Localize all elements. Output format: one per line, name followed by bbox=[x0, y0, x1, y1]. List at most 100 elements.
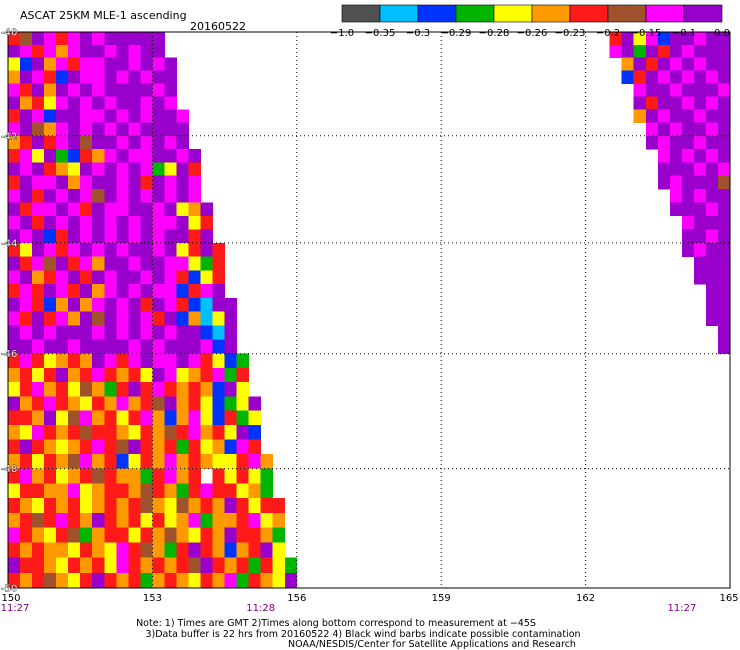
x-tick-label: 156 bbox=[287, 593, 306, 604]
heatmap-cell bbox=[32, 242, 45, 257]
heatmap-cell bbox=[272, 497, 286, 514]
heatmap-cell bbox=[200, 270, 213, 285]
heatmap-cell bbox=[128, 382, 141, 397]
heatmap-cell bbox=[200, 256, 213, 271]
heatmap-cell bbox=[20, 270, 33, 285]
time-label: 11:27 bbox=[1, 603, 30, 614]
colorbar-label: −0.1 bbox=[672, 28, 696, 39]
heatmap-cell bbox=[92, 339, 105, 355]
heatmap-cell bbox=[705, 202, 719, 217]
heatmap-cell bbox=[260, 557, 274, 574]
heatmap-cell bbox=[693, 229, 707, 244]
heatmap-cell bbox=[8, 175, 21, 190]
heatmap-cell bbox=[693, 202, 707, 217]
heatmap-cell bbox=[176, 512, 189, 529]
heatmap-cell bbox=[44, 468, 57, 484]
heatmap-cell bbox=[693, 270, 707, 285]
heatmap-cell bbox=[56, 396, 69, 412]
heatmap-cell bbox=[176, 396, 189, 412]
heatmap-cell bbox=[128, 83, 141, 97]
heatmap-cell bbox=[248, 483, 262, 499]
heatmap-cell bbox=[80, 57, 93, 71]
heatmap-cell bbox=[152, 32, 165, 46]
heatmap-cell bbox=[212, 396, 225, 412]
heatmap-cell bbox=[152, 557, 165, 574]
heatmap-cell bbox=[693, 175, 707, 190]
heatmap-cell bbox=[669, 162, 683, 176]
heatmap-cell bbox=[224, 353, 238, 369]
heatmap-cell bbox=[705, 44, 719, 59]
colorbar-segment bbox=[417, 4, 457, 23]
heatmap-cell bbox=[128, 284, 141, 299]
heatmap-cell bbox=[8, 215, 21, 230]
heatmap-cell bbox=[224, 468, 238, 484]
heatmap-cell bbox=[272, 527, 286, 544]
heatmap-cell bbox=[200, 425, 213, 440]
heatmap-cell bbox=[20, 439, 33, 455]
heatmap-cell bbox=[68, 32, 81, 46]
heatmap-cell bbox=[68, 396, 81, 412]
heatmap-cell bbox=[140, 284, 153, 299]
heatmap-cell bbox=[657, 57, 671, 71]
heatmap-cell bbox=[248, 527, 262, 544]
heatmap-cell bbox=[681, 83, 695, 97]
heatmap-cell bbox=[32, 497, 45, 514]
heatmap-cell bbox=[44, 44, 57, 59]
heatmap-cell bbox=[92, 367, 105, 383]
heatmap-cell bbox=[128, 425, 141, 440]
heatmap-cell bbox=[681, 135, 695, 150]
heatmap-cell bbox=[681, 162, 695, 176]
heatmap-cell bbox=[224, 297, 238, 313]
heatmap-cell bbox=[116, 339, 129, 355]
heatmap-cell bbox=[236, 353, 250, 369]
heatmap-cell bbox=[80, 410, 93, 426]
heatmap-cell bbox=[80, 229, 93, 244]
heatmap-cell bbox=[116, 188, 129, 203]
heatmap-cell bbox=[92, 468, 105, 484]
note-line: Note: 1) Times are GMT 2)Times along bot… bbox=[136, 618, 536, 629]
heatmap-cell bbox=[44, 149, 57, 163]
heatmap-cell bbox=[20, 175, 33, 190]
heatmap-cell bbox=[717, 242, 730, 257]
heatmap-cell bbox=[56, 270, 69, 285]
heatmap-cell bbox=[248, 468, 262, 484]
heatmap-cell bbox=[645, 96, 659, 110]
heatmap-cell bbox=[68, 83, 81, 97]
heatmap-cell bbox=[164, 311, 177, 327]
colorbar-segment bbox=[683, 4, 723, 23]
heatmap-cell bbox=[8, 410, 21, 426]
heatmap-cell bbox=[717, 57, 730, 71]
heatmap-cell bbox=[176, 229, 189, 244]
heatmap-cell bbox=[236, 382, 250, 397]
heatmap-cell bbox=[272, 572, 286, 588]
heatmap-cell bbox=[693, 122, 707, 137]
heatmap-cell bbox=[633, 83, 647, 97]
heatmap-cell bbox=[8, 311, 21, 327]
heatmap-cell bbox=[705, 229, 719, 244]
heatmap-cell bbox=[8, 542, 21, 559]
heatmap-cell bbox=[140, 512, 153, 529]
heatmap-cell bbox=[657, 70, 671, 84]
heatmap-cell bbox=[200, 297, 213, 313]
heatmap-cell bbox=[152, 339, 165, 355]
heatmap-cell bbox=[152, 382, 165, 397]
heatmap-cell bbox=[681, 188, 695, 203]
heatmap-cell bbox=[68, 410, 81, 426]
heatmap-cell bbox=[152, 229, 165, 244]
heatmap-cell bbox=[236, 527, 250, 544]
heatmap-cell bbox=[116, 468, 129, 484]
heatmap-cell bbox=[8, 483, 21, 499]
heatmap-cell bbox=[164, 497, 177, 514]
heatmap-cell bbox=[116, 367, 129, 383]
heatmap-cell bbox=[717, 311, 730, 327]
heatmap-cell bbox=[56, 353, 69, 369]
heatmap-cell bbox=[188, 284, 201, 299]
heatmap-cell bbox=[164, 162, 177, 176]
heatmap-cell bbox=[8, 96, 21, 110]
heatmap-cell bbox=[32, 202, 45, 217]
heatmap-cell bbox=[224, 410, 238, 426]
heatmap-cell bbox=[116, 572, 129, 588]
heatmap-cell bbox=[176, 162, 189, 176]
heatmap-cell bbox=[44, 270, 57, 285]
heatmap-cell bbox=[128, 149, 141, 163]
